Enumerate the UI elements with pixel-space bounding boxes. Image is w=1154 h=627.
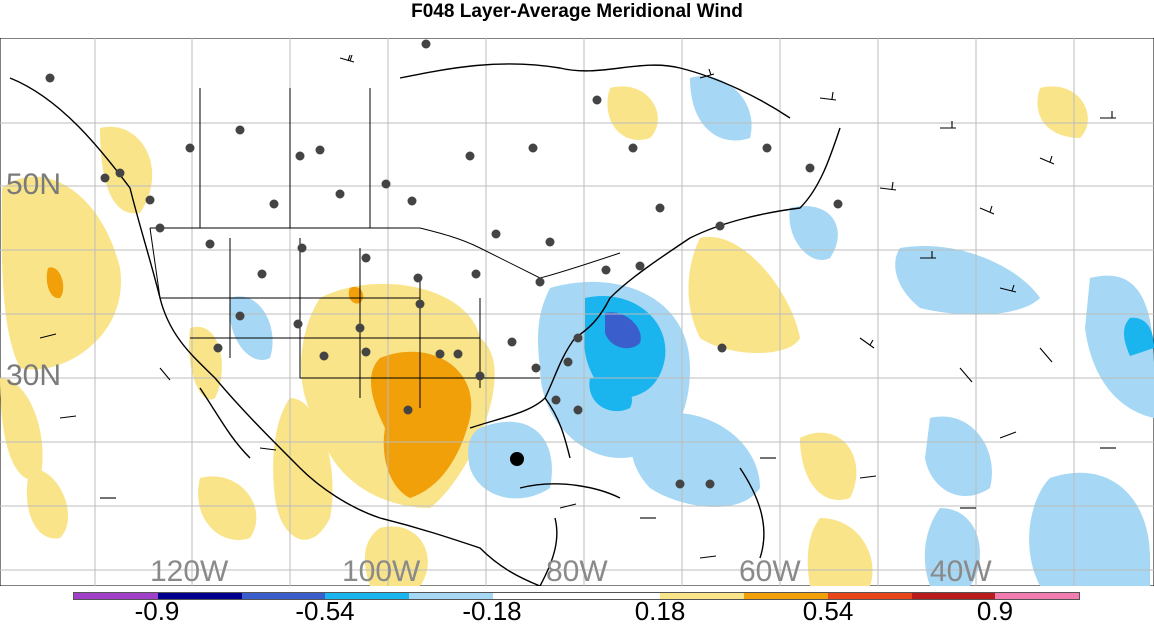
colorbar-segment <box>409 593 493 599</box>
lat-label-50n: 50N <box>6 168 62 201</box>
colorbar-label-0-9: 0.9 <box>976 596 1014 626</box>
peak-negative-contours <box>605 312 641 349</box>
colorbar-label-neg-0-9: -0.9 <box>134 596 180 626</box>
lat-label-30n: 30N <box>6 359 62 392</box>
colorbar-segment <box>325 593 409 599</box>
colorbar-segment <box>995 593 1079 599</box>
colorbar-segment <box>911 593 996 599</box>
lon-label-60w: 60W <box>739 555 801 588</box>
wind-barbs <box>39 54 1116 559</box>
graticule <box>0 38 1154 586</box>
colorbar-segment <box>74 593 158 599</box>
map-title: F048 Layer-Average Meridional Wind <box>411 1 743 22</box>
colorbar-segment <box>660 593 744 599</box>
colorbar-segment <box>241 593 326 599</box>
coastlines <box>9 63 841 586</box>
highlight-station-dot <box>510 452 524 466</box>
colorbar-segment <box>827 593 912 599</box>
colorbar-segment <box>576 593 661 599</box>
colorbar-label-neg-0-18: -0.18 <box>462 596 522 626</box>
colorbar-label-0-18: 0.18 <box>634 596 686 626</box>
lon-label-100w: 100W <box>342 555 421 588</box>
wind-map <box>0 38 1154 586</box>
lon-label-80w: 80W <box>546 555 608 588</box>
positive-wind-contours <box>0 86 1088 586</box>
colorbar-segment <box>744 593 828 599</box>
lon-label-40w: 40W <box>930 555 992 588</box>
color-legend-bar <box>73 592 1080 600</box>
political-borders <box>149 88 621 408</box>
lon-label-120w: 120W <box>150 555 229 588</box>
station-dots <box>45 39 843 489</box>
colorbar-segment <box>157 593 242 599</box>
colorbar-segment <box>492 593 577 599</box>
colorbar-label-neg-0-54: -0.54 <box>295 596 355 626</box>
colorbar-label-0-54: 0.54 <box>802 596 854 626</box>
